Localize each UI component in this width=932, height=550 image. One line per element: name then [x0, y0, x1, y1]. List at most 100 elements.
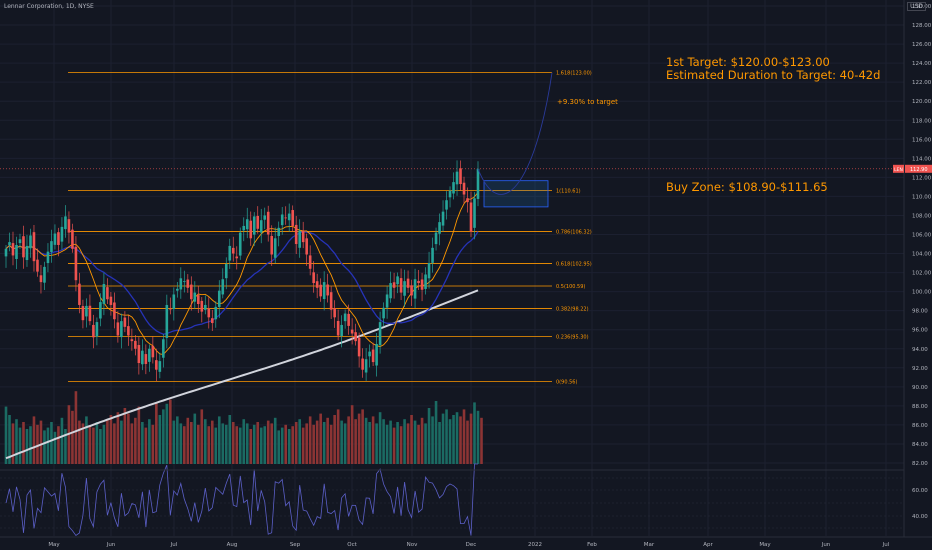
candle-body	[176, 288, 179, 291]
volume-bar	[315, 420, 319, 464]
volume-bar	[36, 424, 39, 464]
volume-bar	[172, 420, 176, 464]
volume-bar	[137, 406, 141, 464]
y-tick-label: 122.00	[912, 80, 932, 86]
volume-bar	[455, 412, 459, 464]
target-line-2: Estimated Duration to Target: 40-42d	[666, 68, 881, 82]
volume-bar	[158, 415, 162, 464]
candle-body	[29, 235, 32, 249]
candle-body	[162, 339, 165, 358]
volume-bar	[462, 409, 466, 464]
x-tick-label: Oct	[347, 542, 357, 548]
candle-body	[165, 304, 169, 338]
candle-body	[291, 210, 294, 226]
volume-bar	[410, 415, 413, 464]
candle-body	[39, 275, 43, 283]
candle-body	[301, 230, 305, 243]
y-tick-label: 94.00	[912, 347, 928, 353]
candle-body	[116, 322, 120, 336]
volume-bar	[165, 403, 169, 464]
y-tick-label: 84.00	[912, 442, 928, 448]
volume-bar	[280, 427, 284, 464]
candle-body	[22, 236, 25, 258]
volume-bar	[78, 420, 81, 464]
candle-body	[183, 281, 186, 282]
volume-bar	[266, 420, 270, 464]
volume-bar	[284, 424, 288, 464]
candle-body	[141, 350, 144, 365]
y-tick-label: 114.00	[912, 156, 932, 162]
volume-bar	[8, 415, 11, 464]
candle-body	[113, 302, 116, 320]
fib-level-label: 0.618(102.95)	[556, 262, 592, 268]
candle-body	[217, 290, 221, 307]
candle-body	[11, 243, 15, 256]
volume-bar	[361, 409, 364, 464]
candle-body	[413, 279, 417, 299]
y-tick-label: 126.00	[912, 42, 932, 48]
volume-bar	[102, 424, 106, 464]
candle-body	[60, 226, 64, 242]
currency-badge[interactable]: USD	[907, 2, 926, 11]
candle-body	[280, 214, 284, 226]
y-tick-label: 118.00	[912, 118, 932, 124]
volume-bar	[364, 417, 368, 464]
rsi-line	[5, 463, 478, 537]
candle-body	[158, 361, 162, 372]
candle-body	[151, 345, 155, 358]
candle-body	[71, 229, 74, 249]
volume-bar	[141, 422, 144, 464]
candle-body	[389, 283, 392, 299]
candle-body	[200, 300, 204, 312]
volume-bar	[347, 416, 350, 464]
volume-bar	[155, 402, 158, 464]
x-tick-label: Feb	[587, 542, 597, 548]
candle-body	[235, 256, 239, 259]
candle-body	[106, 287, 109, 300]
volume-bar	[81, 423, 85, 464]
candle-body	[322, 282, 326, 300]
volume-bar	[22, 422, 25, 464]
candle-body	[445, 200, 448, 210]
candle-body	[120, 321, 123, 338]
candle-body	[298, 230, 301, 248]
candle-body	[67, 219, 71, 233]
volume-bar	[378, 412, 382, 464]
candle-body	[214, 306, 218, 320]
volume-bar	[169, 399, 172, 464]
y-tick-label: 106.00	[912, 233, 932, 239]
volume-bar	[287, 429, 291, 464]
last-price-symbol: LEN	[894, 167, 903, 173]
volume-bar	[18, 427, 22, 464]
candle-body	[305, 238, 308, 255]
candle-body	[287, 213, 291, 221]
volume-bar	[39, 420, 43, 464]
volume-bar	[224, 424, 228, 464]
volume-bar	[459, 416, 462, 464]
fib-level-label: 1.618(123.00)	[556, 71, 592, 77]
candle-body	[123, 317, 127, 327]
candle-body	[169, 308, 172, 310]
candle-body	[312, 272, 315, 284]
candle-body	[259, 220, 263, 233]
ma-20-line	[5, 192, 479, 355]
volume-bar	[60, 417, 64, 464]
volume-bar	[263, 426, 267, 464]
volume-bar	[326, 417, 329, 464]
candle-body	[417, 280, 420, 284]
x-tick-label: 2022	[528, 542, 542, 548]
volume-bar	[308, 416, 312, 464]
y-tick-label: 120.00	[912, 99, 932, 105]
candle-body	[263, 215, 267, 220]
volume-bar	[148, 419, 151, 464]
volume-bar	[74, 391, 78, 464]
volume-bar	[221, 423, 225, 464]
candle-body	[420, 279, 424, 290]
candle-body	[46, 251, 50, 264]
volume-bar	[385, 424, 389, 464]
volume-bar	[46, 427, 50, 464]
candle-body	[43, 266, 46, 283]
y-tick-label: 116.00	[912, 137, 932, 143]
candle-body	[25, 245, 29, 261]
